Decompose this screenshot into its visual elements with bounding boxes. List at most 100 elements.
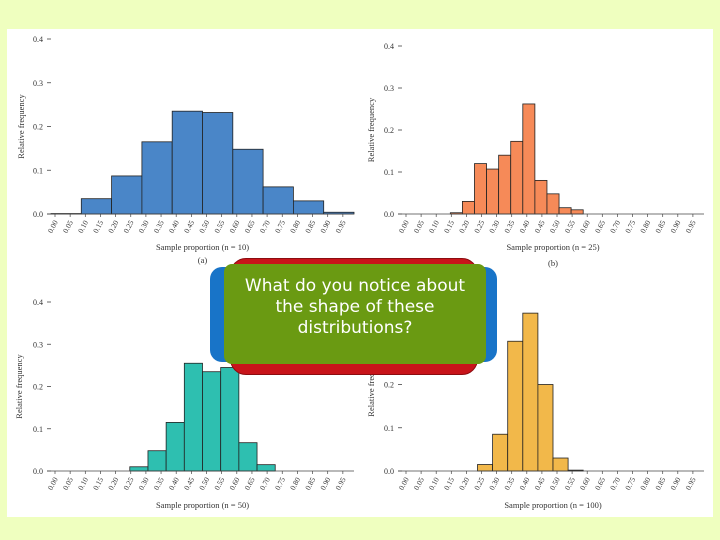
x-tick-label: 0.05	[61, 475, 75, 491]
histogram-bar	[498, 154, 512, 215]
histogram-bar	[492, 433, 509, 472]
x-tick-label: 0.65	[243, 475, 257, 491]
x-tick-label: 0.45	[182, 475, 196, 491]
x-tick-label: 0.05	[61, 218, 75, 234]
x-tick-label: 0.85	[653, 218, 667, 234]
x-tick-label: 0.35	[502, 218, 516, 234]
histogram-bar	[165, 422, 185, 472]
y-axis-label: Relative frequency	[16, 94, 26, 159]
x-tick-label: 0.05	[412, 218, 426, 234]
x-tick-label: 0.30	[137, 218, 151, 234]
x-tick-label: 0.95	[684, 218, 698, 234]
histogram-bar	[111, 175, 143, 215]
x-tick-label: 0.90	[318, 475, 332, 491]
histogram-bar	[522, 103, 536, 215]
x-tick-label: 0.70	[258, 475, 272, 491]
x-tick-label: 0.60	[227, 218, 241, 234]
histogram-bar	[262, 186, 294, 215]
x-tick-label: 0.35	[152, 218, 166, 234]
x-tick-label: 0.90	[668, 475, 682, 491]
x-tick-label: 0.55	[563, 218, 577, 234]
x-tick-label: 0.75	[623, 475, 637, 491]
histogram-bar	[80, 198, 113, 215]
x-axis-label: Sample proportion (n = 10)	[156, 242, 249, 252]
histogram-bar	[477, 464, 494, 472]
x-tick-label: 0.00	[46, 218, 60, 234]
y-tick-label: 0.4	[33, 298, 43, 307]
x-tick-label: 0.45	[533, 218, 547, 234]
x-tick-label: 0.15	[91, 218, 105, 234]
x-tick-label: 0.40	[167, 475, 181, 491]
x-tick-label: 0.85	[303, 218, 317, 234]
x-tick-label: 0.40	[167, 218, 181, 234]
histogram-bar	[202, 112, 234, 215]
x-tick-label: 0.15	[91, 475, 105, 491]
x-tick-label: 0.80	[638, 218, 652, 234]
y-tick-label: 0.0	[384, 467, 394, 476]
x-tick-label: 0.40	[517, 475, 531, 491]
y-tick-label: 0.1	[384, 168, 394, 177]
x-tick-label: 0.30	[487, 475, 501, 491]
x-tick-label: 0.35	[152, 475, 166, 491]
x-tick-label: 0.20	[106, 218, 120, 234]
y-tick-label: 0.0	[384, 210, 394, 219]
x-tick-label: 0.15	[442, 475, 456, 491]
histogram-bar	[522, 312, 539, 472]
x-tick-label: 0.95	[334, 475, 348, 491]
x-tick-label: 0.45	[182, 218, 196, 234]
histogram-bar	[558, 207, 572, 215]
x-axis-label: Sample proportion (n = 25)	[506, 242, 599, 252]
y-tick-label: 0.0	[33, 467, 43, 476]
callout-question: What do you notice about the shape of th…	[244, 276, 466, 338]
x-tick-label: 0.25	[121, 475, 135, 491]
x-tick-label: 0.25	[472, 218, 486, 234]
histogram-bar	[256, 464, 276, 472]
x-tick-label: 0.90	[668, 218, 682, 234]
y-tick-label: 0.2	[384, 381, 394, 390]
y-tick-label: 0.3	[33, 79, 43, 88]
histogram-bar	[546, 193, 560, 215]
x-tick-label: 0.65	[593, 475, 607, 491]
x-tick-label: 0.10	[76, 475, 90, 491]
x-tick-label: 0.60	[227, 475, 241, 491]
y-axis-label: Relative frequency	[366, 352, 376, 417]
x-tick-label: 0.80	[288, 218, 302, 234]
x-tick-label: 0.70	[608, 218, 622, 234]
x-axis-label: Sample proportion (n = 100)	[504, 500, 602, 510]
y-axis-label: Relative frequency	[366, 97, 376, 162]
x-tick-label: 0.90	[318, 218, 332, 234]
x-tick-label: 0.80	[638, 475, 652, 491]
histogram-bar	[537, 384, 554, 472]
histogram-bar	[461, 200, 475, 215]
histogram-bar	[534, 179, 548, 215]
histogram-3: 0.00.10.20.30.40.00 0.05 0.10 0.15 0.20 0.25 0…	[14, 298, 354, 510]
x-tick-label: 0.55	[212, 218, 226, 234]
x-tick-label: 0.75	[623, 218, 637, 234]
x-tick-label: 0.10	[427, 218, 441, 234]
histogram-bar	[171, 110, 203, 215]
x-tick-label: 0.50	[548, 475, 562, 491]
x-tick-label: 0.45	[533, 475, 547, 491]
x-tick-label: 0.65	[593, 218, 607, 234]
y-tick-label: 0.2	[33, 383, 43, 392]
x-tick-label: 0.20	[106, 475, 120, 491]
x-tick-label: 0.30	[487, 218, 501, 234]
x-tick-label: 0.25	[121, 218, 135, 234]
histogram-bar	[129, 466, 149, 472]
x-tick-label: 0.55	[212, 475, 226, 491]
x-tick-label: 0.05	[412, 475, 426, 491]
x-tick-label: 0.50	[548, 218, 562, 234]
y-tick-label: 0.2	[384, 126, 394, 135]
x-axis-label: Sample proportion (n = 50)	[156, 500, 249, 510]
x-tick-label: 0.50	[197, 475, 211, 491]
y-tick-label: 0.1	[33, 166, 43, 175]
histogram-bar	[238, 442, 258, 472]
chart-caption: (a)	[198, 255, 208, 265]
histogram-bar	[141, 141, 173, 215]
y-axis-label: Relative frequency	[14, 354, 24, 419]
y-tick-label: 0.4	[33, 35, 43, 44]
histogram-bar	[510, 140, 524, 215]
x-tick-label: 0.85	[303, 475, 317, 491]
x-tick-label: 0.35	[502, 475, 516, 491]
